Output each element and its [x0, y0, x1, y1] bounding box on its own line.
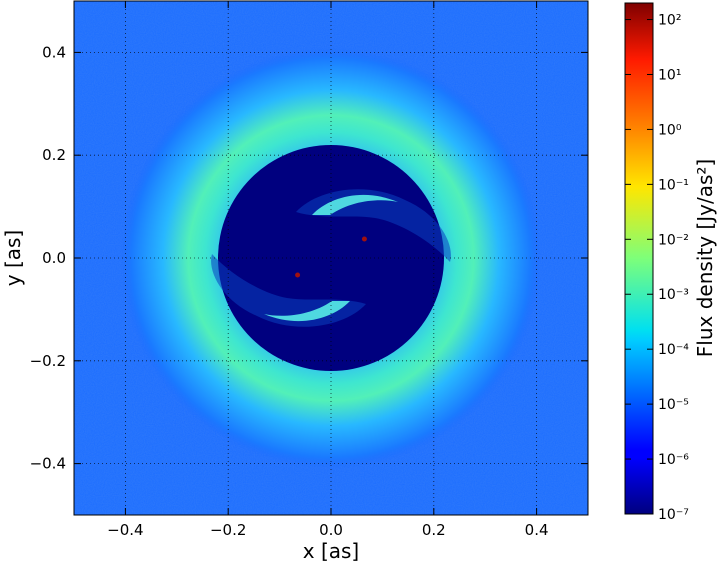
y-tick-label: −0.4 — [30, 455, 66, 473]
y-tick-label: 0.0 — [42, 249, 66, 267]
x-tick-label: 0.0 — [319, 521, 343, 539]
point-source — [295, 272, 301, 278]
y-tick-label: −0.2 — [30, 352, 66, 370]
colorbar-tick-label: 10⁰ — [658, 122, 682, 138]
colorbar: 10⁻⁷ 10⁻⁶ 10⁻⁵ 10⁻⁴ 10⁻³ 10⁻² 10⁻¹ 10⁰ 10¹ 10² Fl… — [624, 2, 717, 523]
colorbar-ticks: 10⁻⁷ 10⁻⁶ 10⁻⁵ 10⁻⁴ 10⁻³ 10⁻² 10⁻¹ 10⁰ 10¹ 10² — [625, 13, 689, 523]
colorbar-tick-label: 10⁻¹ — [658, 177, 689, 193]
x-tick-label: −0.2 — [210, 521, 246, 539]
spiral-arm-lower-bright — [264, 301, 350, 322]
grid-lines — [74, 1, 588, 515]
y-tick-label: 0.2 — [42, 146, 66, 164]
colorbar-tick-label: 10¹ — [658, 67, 681, 83]
colorbar-gradient — [624, 2, 654, 515]
colorbar-label: Flux density [Jy/as²] — [693, 159, 717, 357]
y-tick-label: 0.4 — [42, 43, 66, 61]
colorbar-tick-label: 10⁻² — [658, 232, 689, 248]
x-tick-label: −0.4 — [107, 521, 143, 539]
spiral-arm-upper-bright — [312, 194, 398, 215]
colorbar-tick-label: 10⁻⁷ — [658, 507, 689, 523]
x-axis-label: x [as] — [303, 539, 359, 563]
colorbar-tick-label: 10⁻⁵ — [658, 397, 689, 413]
colorbar-tick-label: 10² — [658, 13, 681, 29]
point-sources — [295, 236, 367, 278]
colorbar-tick-label: 10⁻⁴ — [658, 342, 689, 358]
x-tick-label: 0.4 — [525, 521, 549, 539]
point-source — [361, 236, 367, 242]
colorbar-tick-label: 10⁻⁶ — [658, 452, 689, 468]
x-axis-ticks: −0.4 −0.2 0.0 0.2 0.4 — [107, 1, 549, 539]
y-axis-ticks: −0.4 −0.2 0.0 0.2 0.4 — [30, 43, 588, 473]
colorbar-tick-label: 10⁻³ — [658, 287, 689, 303]
y-axis-label: y [as] — [1, 230, 25, 286]
x-tick-label: 0.2 — [422, 521, 446, 539]
